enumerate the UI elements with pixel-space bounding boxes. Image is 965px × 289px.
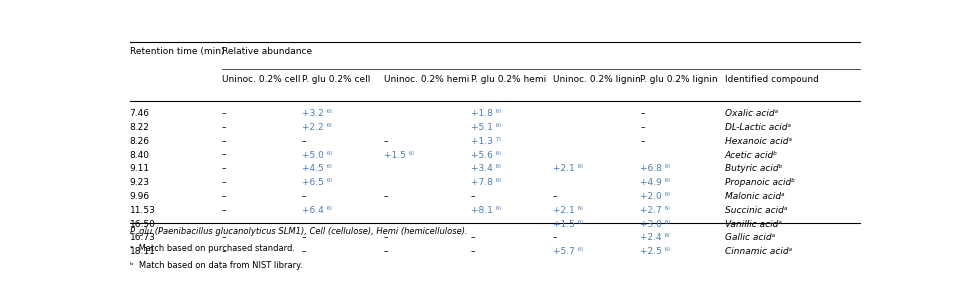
Text: –: –	[302, 192, 306, 201]
Text: –: –	[384, 220, 388, 229]
Text: –: –	[222, 220, 226, 229]
Text: –: –	[553, 234, 558, 242]
Text: Malonic acidᵃ: Malonic acidᵃ	[725, 192, 785, 201]
Text: –: –	[384, 234, 388, 242]
Text: +6.4 ⁶ᴵ: +6.4 ⁶ᴵ	[302, 206, 332, 215]
Text: Vanillic acidᵃ: Vanillic acidᵃ	[725, 220, 782, 229]
Text: ᵇ  Match based on data from NIST library.: ᵇ Match based on data from NIST library.	[129, 261, 302, 270]
Text: +4.9 ⁶ᴵ: +4.9 ⁶ᴵ	[641, 178, 671, 187]
Text: Uninoc. 0.2% hemi: Uninoc. 0.2% hemi	[384, 75, 469, 84]
Text: 9.96: 9.96	[129, 192, 150, 201]
Text: Succinic acidᵃ: Succinic acidᵃ	[725, 206, 787, 215]
Text: +2.7 ⁶ᴵ: +2.7 ⁶ᴵ	[641, 206, 671, 215]
Text: +6.5 ⁶ᴵ: +6.5 ⁶ᴵ	[302, 178, 332, 187]
Text: +1.5 ⁶ᴵ: +1.5 ⁶ᴵ	[384, 151, 414, 160]
Text: +3.0 ⁶ᴵ: +3.0 ⁶ᴵ	[641, 220, 671, 229]
Text: –: –	[222, 178, 226, 187]
Text: –: –	[222, 234, 226, 242]
Text: Hexanoic acidᵃ: Hexanoic acidᵃ	[725, 137, 792, 146]
Text: –: –	[302, 137, 306, 146]
Text: +2.2 ⁶ᴵ: +2.2 ⁶ᴵ	[302, 123, 331, 132]
Text: Gallic acidᵃ: Gallic acidᵃ	[725, 234, 775, 242]
Text: +5.0 ⁶ᴵ: +5.0 ⁶ᴵ	[302, 151, 332, 160]
Text: +7.8 ⁶ᴵ: +7.8 ⁶ᴵ	[471, 178, 501, 187]
Text: –: –	[222, 164, 226, 173]
Text: –: –	[222, 109, 226, 118]
Text: –: –	[302, 247, 306, 256]
Text: Propanoic acidᵇ: Propanoic acidᵇ	[725, 178, 795, 187]
Text: +3.4 ⁶ᴵ: +3.4 ⁶ᴵ	[471, 164, 501, 173]
Text: +2.1 ⁶ᴵ: +2.1 ⁶ᴵ	[553, 206, 583, 215]
Text: +2.4 ⁶ᴵ: +2.4 ⁶ᴵ	[641, 234, 670, 242]
Text: +1.3 ⁷ᴵ: +1.3 ⁷ᴵ	[471, 137, 501, 146]
Text: 8.22: 8.22	[129, 123, 150, 132]
Text: –: –	[641, 109, 645, 118]
Text: 7.46: 7.46	[129, 109, 150, 118]
Text: Cinnamic acidᵃ: Cinnamic acidᵃ	[725, 247, 792, 256]
Text: +5.7 ⁶ᴵ: +5.7 ⁶ᴵ	[553, 247, 583, 256]
Text: –: –	[384, 247, 388, 256]
Text: –: –	[641, 123, 645, 132]
Text: –: –	[222, 247, 226, 256]
Text: –: –	[302, 220, 306, 229]
Text: –: –	[471, 247, 475, 256]
Text: –: –	[384, 192, 388, 201]
Text: –: –	[222, 206, 226, 215]
Text: Uninoc. 0.2% cell: Uninoc. 0.2% cell	[222, 75, 300, 84]
Text: 8.40: 8.40	[129, 151, 150, 160]
Text: +5.6 ⁶ᴵ: +5.6 ⁶ᴵ	[471, 151, 501, 160]
Text: –: –	[222, 192, 226, 201]
Text: +2.5 ⁶ᴵ: +2.5 ⁶ᴵ	[641, 247, 671, 256]
Text: –: –	[302, 234, 306, 242]
Text: P. glu 0.2% hemi: P. glu 0.2% hemi	[471, 75, 546, 84]
Text: 16.73: 16.73	[129, 234, 155, 242]
Text: –: –	[222, 137, 226, 146]
Text: –: –	[222, 123, 226, 132]
Text: –: –	[471, 234, 475, 242]
Text: Identified compound: Identified compound	[725, 75, 818, 84]
Text: +4.5 ⁶ᴵ: +4.5 ⁶ᴵ	[302, 164, 332, 173]
Text: –: –	[471, 220, 475, 229]
Text: –: –	[641, 137, 645, 146]
Text: 11.53: 11.53	[129, 206, 155, 215]
Text: +5.1 ⁶ᴵ: +5.1 ⁶ᴵ	[471, 123, 501, 132]
Text: 16.50: 16.50	[129, 220, 155, 229]
Text: –: –	[553, 192, 558, 201]
Text: 9.11: 9.11	[129, 164, 150, 173]
Text: Relative abundance: Relative abundance	[222, 47, 312, 56]
Text: Uninoc. 0.2% lignin: Uninoc. 0.2% lignin	[553, 75, 641, 84]
Text: P. glu 0.2% cell: P. glu 0.2% cell	[302, 75, 370, 84]
Text: –: –	[471, 192, 475, 201]
Text: 8.26: 8.26	[129, 137, 150, 146]
Text: Retention time (min): Retention time (min)	[129, 47, 224, 56]
Text: 18.11: 18.11	[129, 247, 155, 256]
Text: –: –	[222, 151, 226, 160]
Text: ᵃ  Match based on purchased standard.: ᵃ Match based on purchased standard.	[129, 244, 294, 253]
Text: +8.1 ⁶ᴵ: +8.1 ⁶ᴵ	[471, 206, 501, 215]
Text: +6.8 ⁶ᴵ: +6.8 ⁶ᴵ	[641, 164, 671, 173]
Text: Acetic acidᵇ: Acetic acidᵇ	[725, 151, 778, 160]
Text: P. glu 0.2% lignin: P. glu 0.2% lignin	[641, 75, 718, 84]
Text: DL-Lactic acidᵃ: DL-Lactic acidᵃ	[725, 123, 791, 132]
Text: Oxalic acidᵃ: Oxalic acidᵃ	[725, 109, 778, 118]
Text: P. glu (Paenibacillus glucanolyticus SLM1), Cell (cellulose), Hemi (hemicellulos: P. glu (Paenibacillus glucanolyticus SLM…	[129, 227, 467, 236]
Text: +2.0 ⁶ᴵ: +2.0 ⁶ᴵ	[641, 192, 671, 201]
Text: +1.5 ⁶ᴵ: +1.5 ⁶ᴵ	[553, 220, 583, 229]
Text: 9.23: 9.23	[129, 178, 150, 187]
Text: +1.8 ⁶ᴵ: +1.8 ⁶ᴵ	[471, 109, 501, 118]
Text: Butyric acidᵇ: Butyric acidᵇ	[725, 164, 783, 173]
Text: +3.2 ⁶ᴵ: +3.2 ⁶ᴵ	[302, 109, 332, 118]
Text: +2.1 ⁶ᴵ: +2.1 ⁶ᴵ	[553, 164, 583, 173]
Text: –: –	[384, 137, 388, 146]
